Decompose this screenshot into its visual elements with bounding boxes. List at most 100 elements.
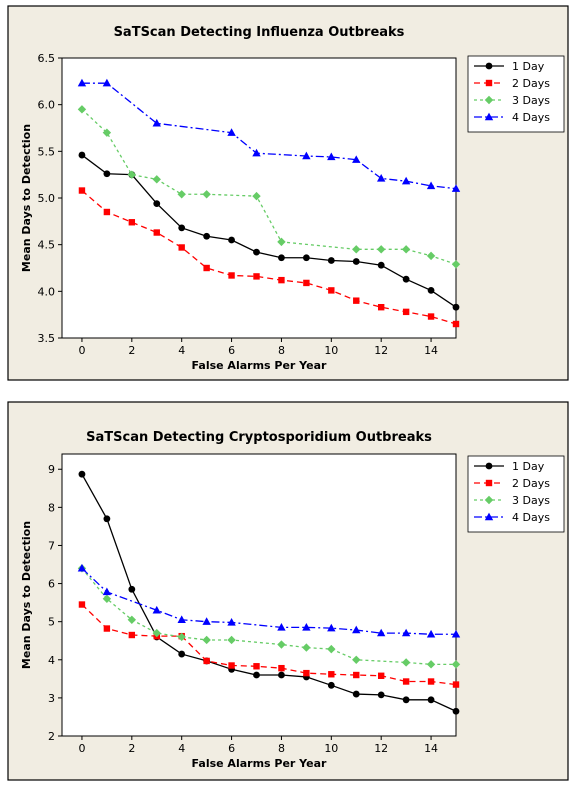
data-point xyxy=(153,200,161,208)
legend-label: 1 Day xyxy=(512,460,545,473)
chart-title: SaTScan Detecting Influenza Outbreaks xyxy=(114,25,405,40)
data-point xyxy=(427,313,435,320)
data-point xyxy=(252,191,261,201)
data-point xyxy=(427,678,435,685)
data-point xyxy=(451,660,461,669)
data-point xyxy=(452,303,460,311)
series-4-days xyxy=(77,563,461,638)
data-point xyxy=(402,696,410,704)
data-point xyxy=(327,623,336,632)
y-tick-label: 8 xyxy=(48,501,55,514)
data-point xyxy=(377,261,385,269)
data-point xyxy=(352,690,360,698)
data-point xyxy=(203,232,211,240)
x-tick-label: 2 xyxy=(128,742,135,755)
y-tick-label: 7 xyxy=(48,539,55,552)
y-tick-label: 5.0 xyxy=(38,192,56,205)
data-point xyxy=(451,184,461,192)
data-point xyxy=(127,170,137,179)
data-point xyxy=(277,640,286,649)
data-point xyxy=(376,628,386,637)
y-tick-label: 3.5 xyxy=(38,332,56,345)
data-point xyxy=(177,615,186,623)
data-point xyxy=(401,176,411,185)
data-point xyxy=(128,219,136,226)
data-point xyxy=(278,664,285,672)
series-line xyxy=(81,567,456,635)
data-point xyxy=(352,245,361,254)
data-point xyxy=(277,622,286,631)
y-axis-label: Mean Days to Detection xyxy=(20,521,33,669)
data-point xyxy=(227,635,236,645)
data-point xyxy=(278,254,285,262)
data-point xyxy=(353,671,360,679)
data-point xyxy=(426,660,436,669)
data-point xyxy=(253,671,260,679)
data-point xyxy=(103,625,111,632)
data-point xyxy=(228,272,235,279)
legend-label: 2 Days xyxy=(512,77,550,90)
x-tick-label: 6 xyxy=(228,742,235,755)
data-point xyxy=(177,190,186,199)
data-point xyxy=(426,251,436,261)
y-tick-label: 4.5 xyxy=(38,239,56,252)
data-point xyxy=(152,605,161,614)
chart-title: SaTScan Detecting Cryptosporidium Outbre… xyxy=(86,430,432,445)
x-tick-label: 12 xyxy=(374,344,388,357)
data-point xyxy=(427,287,435,294)
legend-label: 1 Day xyxy=(512,60,545,73)
y-tick-label: 4.0 xyxy=(38,285,56,298)
data-point xyxy=(377,672,385,679)
data-point xyxy=(278,671,285,679)
y-tick-label: 2 xyxy=(48,730,55,743)
data-point xyxy=(102,587,112,596)
data-point xyxy=(203,657,210,665)
data-point xyxy=(202,617,211,625)
data-point xyxy=(102,594,112,604)
legend-label: 4 Days xyxy=(512,511,550,524)
data-point xyxy=(203,264,210,272)
series-line xyxy=(81,82,457,190)
data-point xyxy=(103,170,111,178)
legend-swatch-marker xyxy=(484,512,494,521)
data-point xyxy=(252,148,261,157)
series-line xyxy=(81,604,457,686)
data-point xyxy=(253,273,260,280)
series-3-days xyxy=(77,105,461,269)
y-tick-label: 6.5 xyxy=(38,52,56,65)
data-point xyxy=(426,181,436,190)
data-point xyxy=(451,260,461,269)
data-point xyxy=(352,258,360,265)
y-tick-label: 9 xyxy=(48,463,55,476)
data-point xyxy=(353,297,360,304)
data-point xyxy=(401,628,411,637)
data-point xyxy=(426,629,436,638)
data-point xyxy=(127,615,137,624)
legend-swatch-marker xyxy=(485,62,493,70)
legend-swatch-marker xyxy=(484,112,494,121)
data-point xyxy=(227,618,236,626)
data-point xyxy=(303,279,310,287)
series-4-days xyxy=(77,78,461,192)
data-point xyxy=(78,601,86,608)
y-tick-label: 6.0 xyxy=(38,99,56,112)
data-point xyxy=(452,681,460,688)
data-point xyxy=(328,671,335,678)
data-point xyxy=(402,275,410,283)
x-tick-label: 10 xyxy=(324,344,338,357)
data-point xyxy=(128,585,136,593)
x-tick-label: 0 xyxy=(78,742,85,755)
data-point xyxy=(77,563,87,572)
x-tick-label: 14 xyxy=(424,742,438,755)
data-point xyxy=(202,190,211,199)
x-tick-label: 4 xyxy=(178,742,185,755)
data-point xyxy=(178,224,186,232)
legend-label: 2 Days xyxy=(512,477,550,490)
data-point xyxy=(78,187,86,194)
data-point xyxy=(152,175,161,184)
data-point xyxy=(128,631,136,639)
data-point xyxy=(327,644,336,654)
data-point xyxy=(302,151,311,160)
data-point xyxy=(102,78,112,87)
